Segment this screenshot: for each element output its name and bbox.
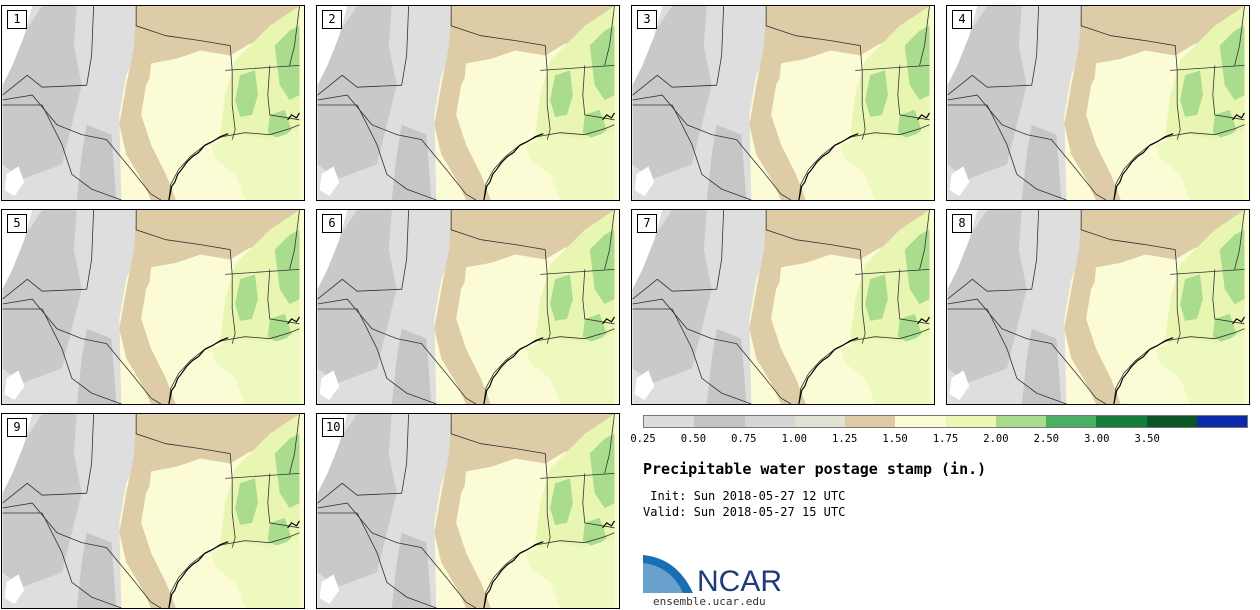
colorbar-tick-label: 2.50 — [1033, 433, 1059, 445]
valid-time: Sun 2018-05-27 15 UTC — [693, 505, 846, 519]
member-label-5: 5 — [7, 214, 27, 233]
member-panel-1: 1 — [1, 5, 305, 201]
member-label-8: 8 — [952, 214, 972, 233]
member-panel-2: 2 — [316, 5, 620, 201]
member-label-2: 2 — [322, 10, 342, 29]
member-panel-7: 7 — [631, 209, 935, 405]
init-time-row: Init: Sun 2018-05-27 12 UTC — [643, 489, 845, 503]
pw-map-8 — [947, 210, 1249, 404]
colorbar-segment-9 — [1046, 416, 1097, 427]
pw-map-1 — [2, 6, 304, 200]
valid-label: Valid: — [643, 505, 687, 519]
colorbar-tick-label: 0.50 — [680, 433, 707, 445]
colorbar-segment-8 — [995, 416, 1046, 427]
colorbar-segment-12 — [1196, 416, 1247, 427]
pw-map-7 — [632, 210, 934, 404]
colorbar-tick-label: 1.75 — [932, 433, 959, 445]
colorbar-tick-label: 0.25 — [630, 433, 656, 445]
colorbar-tick-label: 3.00 — [1084, 433, 1110, 445]
colorbar-tick-label: 0.75 — [731, 433, 757, 445]
colorbar-segment-1 — [644, 416, 695, 427]
pw-map-5 — [2, 210, 304, 404]
pw-map-2 — [317, 6, 619, 200]
member-label-9: 9 — [7, 418, 27, 437]
valid-time-row: Valid: Sun 2018-05-27 15 UTC — [643, 505, 845, 519]
colorbar-tick-label: 3.50 — [1134, 433, 1160, 445]
pw-map-3 — [632, 6, 934, 200]
init-label: Init: — [643, 489, 687, 503]
pw-map-4 — [947, 6, 1249, 200]
member-panel-9: 9 — [1, 413, 305, 609]
member-panel-8: 8 — [946, 209, 1250, 405]
colorbar-segment-2 — [694, 416, 745, 427]
colorbar-segment-10 — [1096, 416, 1147, 427]
colorbar-segment-6 — [895, 416, 946, 427]
colorbar — [643, 415, 1248, 428]
member-panel-6: 6 — [316, 209, 620, 405]
member-label-10: 10 — [322, 418, 345, 437]
ncar-logo: NCAR — [643, 555, 782, 597]
colorbar-segment-11 — [1146, 416, 1197, 427]
member-panel-10: 10 — [316, 413, 620, 609]
ncar-swoosh-icon — [643, 555, 693, 593]
init-time: Sun 2018-05-27 12 UTC — [693, 489, 846, 503]
colorbar-segment-7 — [945, 416, 996, 427]
logo-url: ensemble.ucar.edu — [653, 595, 766, 608]
colorbar-tick-label: 2.00 — [983, 433, 1009, 445]
colorbar-segment-4 — [794, 416, 845, 427]
member-panel-4: 4 — [946, 5, 1250, 201]
colorbar-tick-label: 1.00 — [781, 433, 807, 445]
colorbar-segment-5 — [845, 416, 896, 427]
colorbar-segment-3 — [744, 416, 795, 427]
member-panel-3: 3 — [631, 5, 935, 201]
colorbar-tick-label: 1.25 — [832, 433, 858, 445]
ncar-logo-text: NCAR — [697, 565, 782, 597]
member-label-6: 6 — [322, 214, 342, 233]
colorbar-tick-label: 1.50 — [882, 433, 908, 445]
member-label-7: 7 — [637, 214, 657, 233]
member-label-1: 1 — [7, 10, 27, 29]
pw-map-9 — [2, 414, 304, 608]
figure-title: Precipitable water postage stamp (in.) — [643, 460, 987, 478]
pw-map-6 — [317, 210, 619, 404]
member-label-4: 4 — [952, 10, 972, 29]
member-label-3: 3 — [637, 10, 657, 29]
member-panel-5: 5 — [1, 209, 305, 405]
pw-map-10 — [317, 414, 619, 608]
